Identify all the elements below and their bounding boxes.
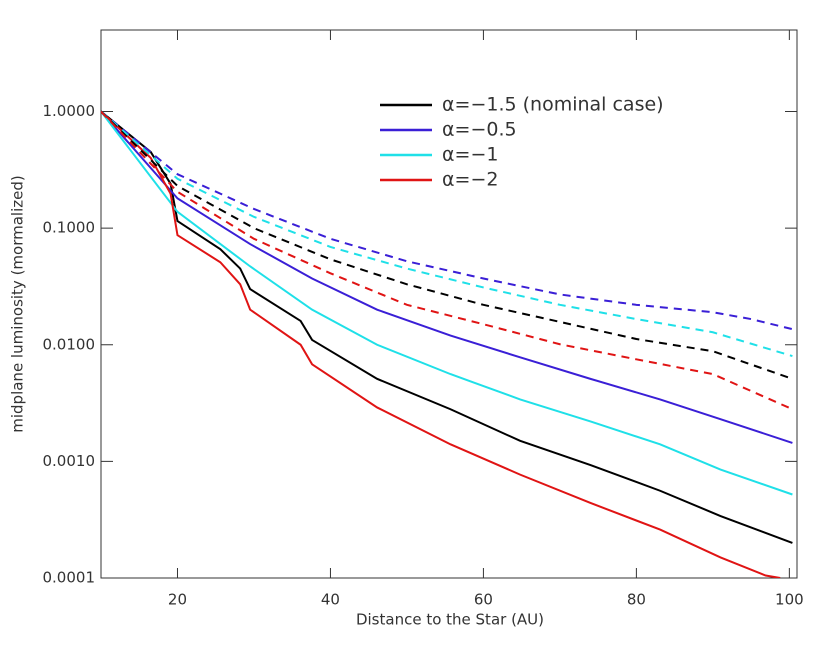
y-tick-label: 1.0000 [43,102,96,120]
x-tick-label: 100 [775,591,804,609]
line-series [101,110,793,411]
x-tick-label: 80 [627,591,646,609]
y-tick-label: 0.0001 [43,569,96,587]
y-tick-label: 0.1000 [43,219,96,237]
line-series [101,110,793,544]
legend-label: α=−2 [442,169,498,191]
x-tick-label: 20 [168,591,187,609]
legend-label: α=−0.5 [442,119,517,141]
legend-label: α=−1 [442,144,498,166]
y-axis-label: midplane luminosity (mormalized) [9,175,27,433]
y-tick-label: 0.0010 [43,452,96,470]
x-tick-label: 40 [321,591,340,609]
line-series [101,110,793,444]
legend-label: α=−1.5 (nominal case) [442,94,664,116]
line-series [101,110,793,358]
line-series [101,110,793,331]
line-series [101,110,781,578]
line-series [101,110,793,380]
line-series [101,110,793,496]
x-axis-label: Distance to the Star (AU) [356,611,544,629]
x-tick-label: 60 [474,591,493,609]
y-tick-label: 0.0100 [43,335,96,353]
plot-frame [100,29,798,579]
